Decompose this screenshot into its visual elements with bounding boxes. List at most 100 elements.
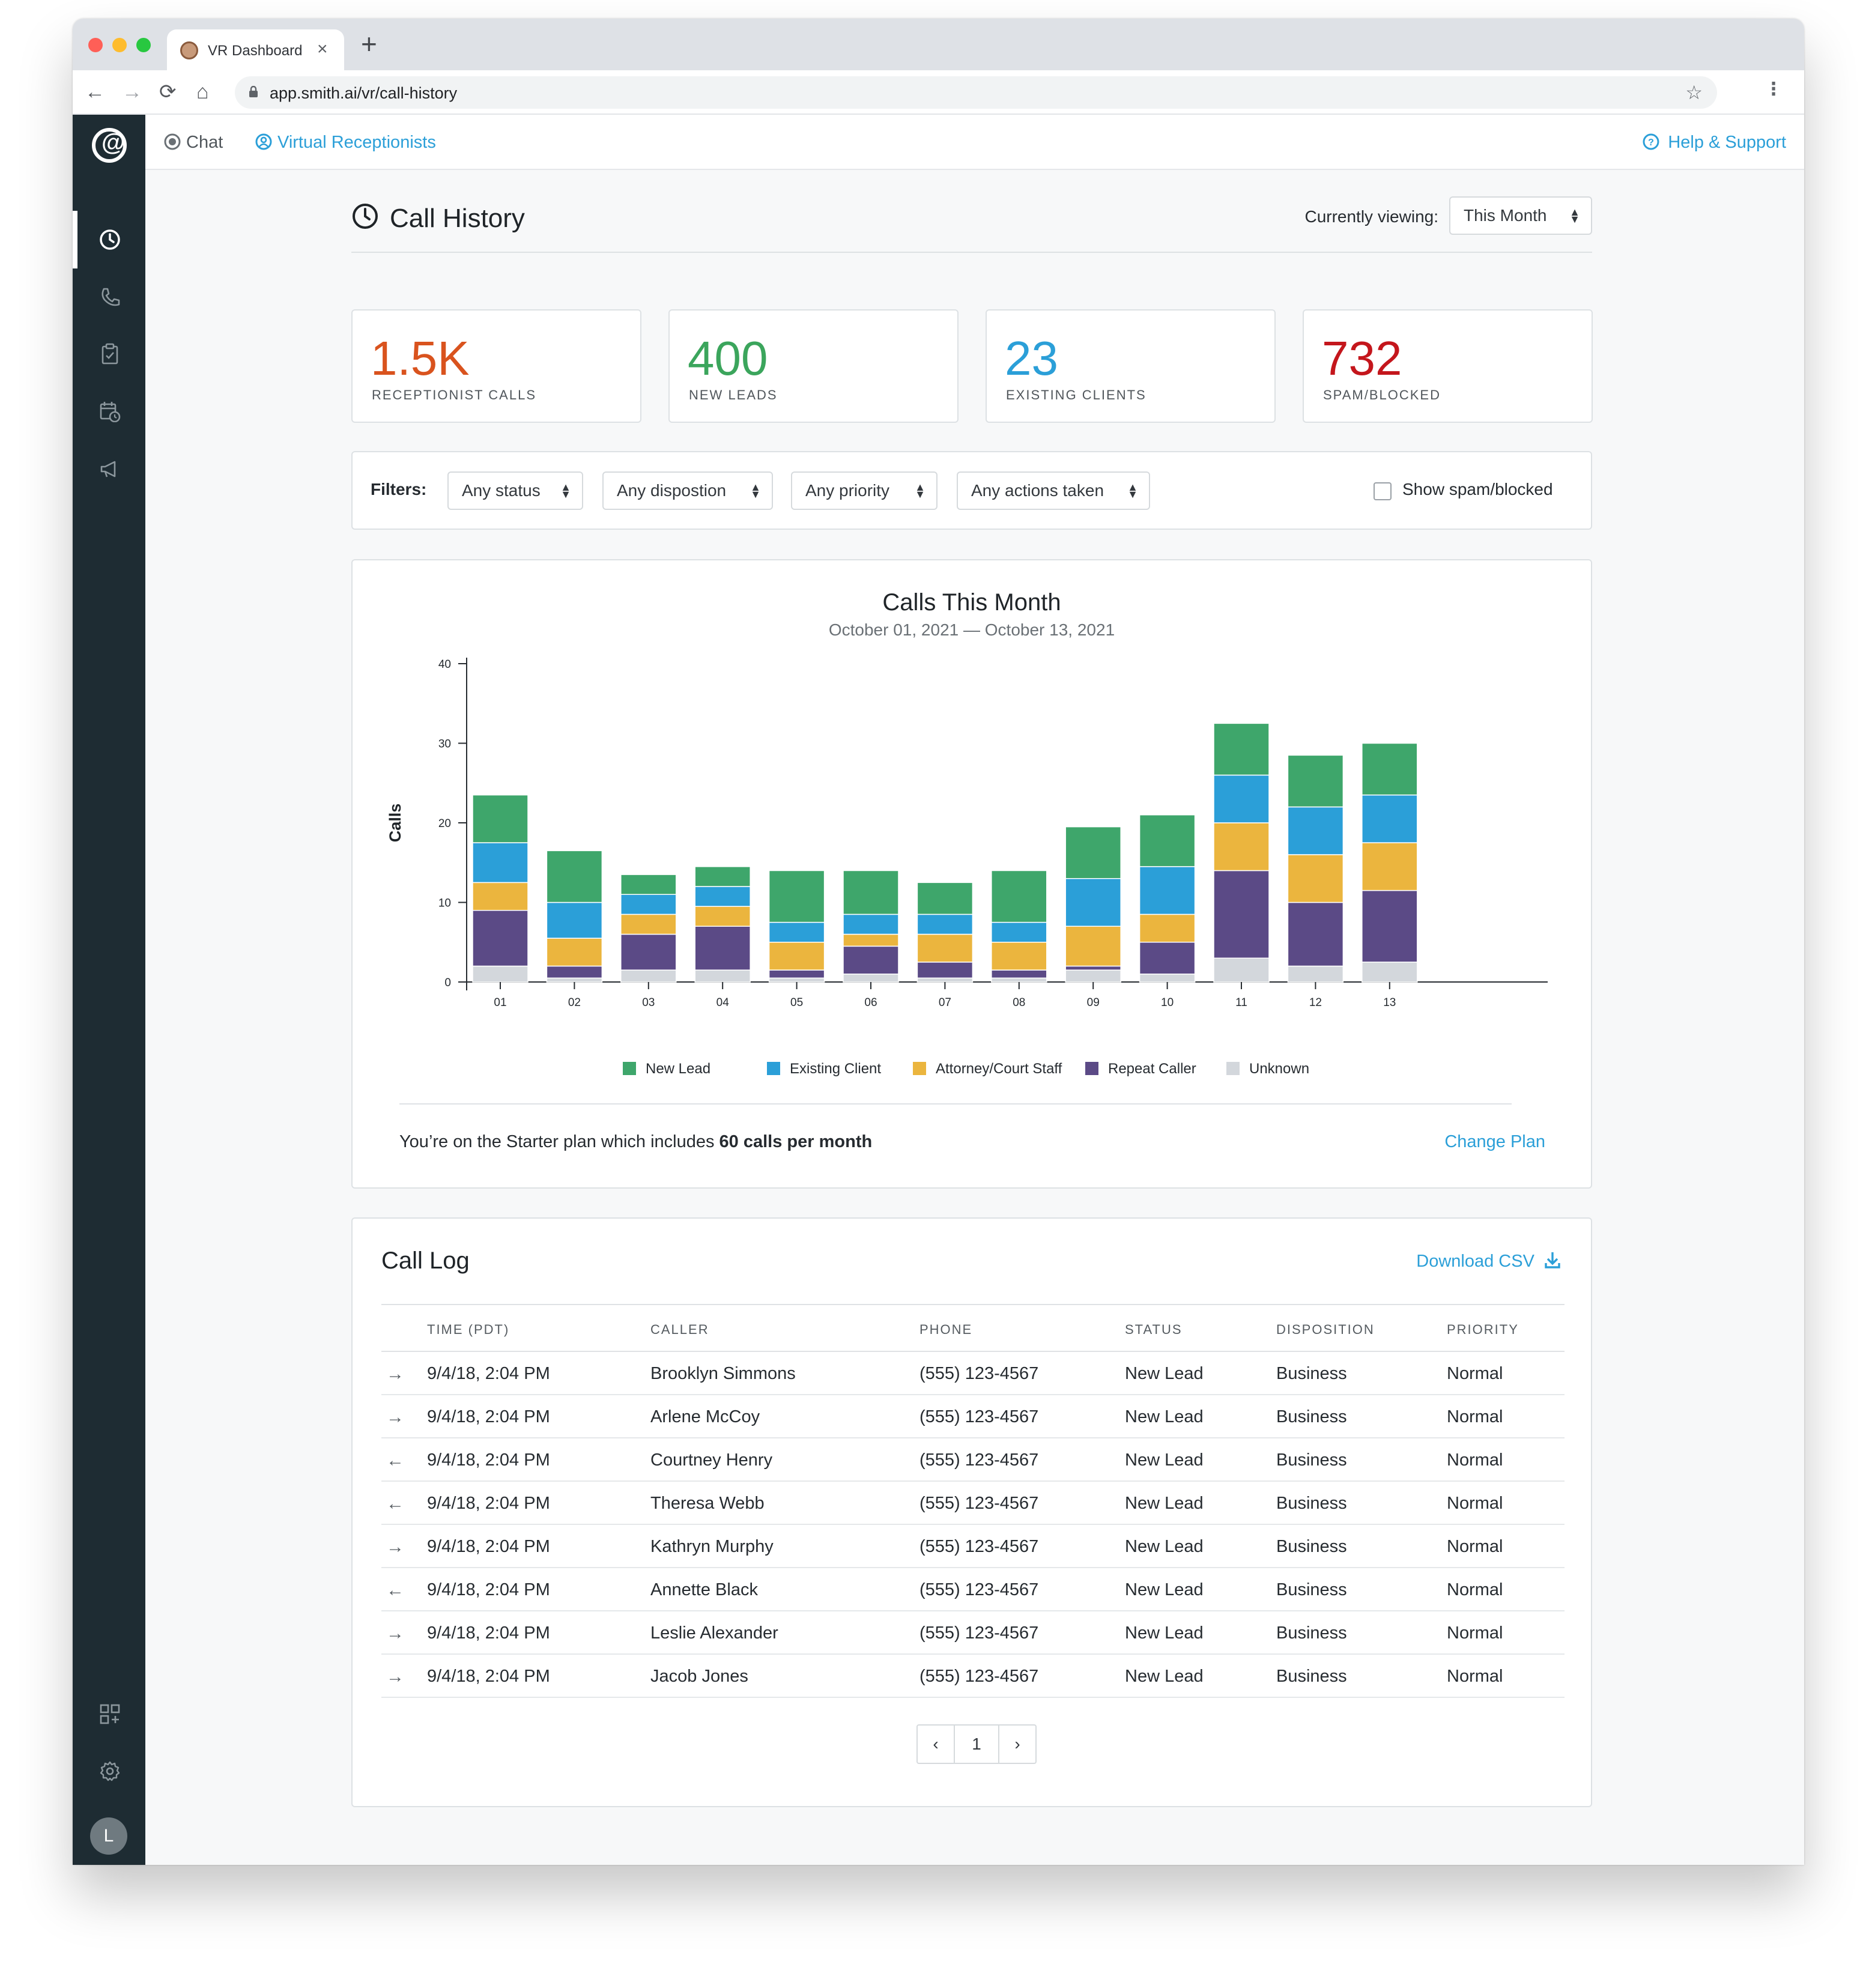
stat-value: 400 xyxy=(688,332,768,385)
filters-bar: Filters: Any status ▲ ▼ Any dispostion ▲ ▼ A… xyxy=(351,451,1592,530)
incoming-arrow-icon: → xyxy=(386,1364,404,1384)
url-text[interactable]: app.smith.ai/vr/call-history xyxy=(270,84,458,102)
nav-virtual-receptionists[interactable]: Virtual Receptionists xyxy=(277,133,436,152)
cell-disposition: Business xyxy=(1276,1623,1347,1643)
incoming-arrow-icon: → xyxy=(386,1407,404,1427)
x-tick-label: 06 xyxy=(864,996,877,1009)
change-plan-link[interactable]: Change Plan xyxy=(1444,1132,1545,1151)
table-row[interactable]: → 9/4/18, 2:04 PM Jacob Jones (555) 123-456… xyxy=(381,1655,1565,1698)
table-row[interactable]: ← 9/4/18, 2:04 PM Annette Black (555) 123-4… xyxy=(381,1568,1565,1611)
svg-text:?: ? xyxy=(1648,138,1654,148)
next-page-button[interactable]: › xyxy=(998,1726,1035,1763)
browser-tab[interactable]: VR Dashboard × xyxy=(167,29,344,70)
table-row[interactable]: → 9/4/18, 2:04 PM Arlene McCoy (555) 123-45… xyxy=(381,1395,1565,1438)
x-tick-label: 10 xyxy=(1161,996,1174,1009)
home-icon[interactable]: ⌂ xyxy=(196,80,209,103)
bar-segment-new-lead xyxy=(916,882,974,915)
page-1-button[interactable]: 1 xyxy=(972,1735,981,1753)
bar-segment-attorney-court-staff xyxy=(620,914,677,935)
nav-chat[interactable]: Chat xyxy=(186,133,223,152)
spam-checkbox[interactable] xyxy=(1374,482,1392,500)
bar-segment-attorney-court-staff xyxy=(1287,854,1344,903)
table-row[interactable]: → 9/4/18, 2:04 PM Kathryn Murphy (555) 123-… xyxy=(381,1525,1565,1568)
bar-segment-attorney-court-staff xyxy=(1065,926,1121,967)
smith-ai-logo[interactable]: @ xyxy=(92,128,127,163)
legend-label: Existing Client xyxy=(790,1061,881,1077)
table-row[interactable]: ← 9/4/18, 2:04 PM Courtney Henry (555) 123-… xyxy=(381,1438,1565,1482)
bar-segment-unknown xyxy=(1139,974,1196,983)
outgoing-arrow-icon: ← xyxy=(386,1450,404,1470)
column-disposition[interactable]: DISPOSITION xyxy=(1276,1322,1375,1337)
cell-priority: Normal xyxy=(1447,1537,1503,1556)
phone-icon[interactable] xyxy=(99,286,121,308)
legend-swatch xyxy=(1226,1062,1240,1075)
spam-checkbox-label[interactable]: Show spam/blocked xyxy=(1402,480,1553,499)
disposition-filter[interactable]: Any dispostion ▲ ▼ xyxy=(602,471,773,510)
stat-existing-clients: 23 EXISTING CLIENTS xyxy=(986,309,1276,423)
column-priority[interactable]: PRIORITY xyxy=(1447,1322,1519,1337)
column-caller[interactable]: CALLER xyxy=(650,1322,709,1337)
app-sidebar: @ L xyxy=(73,115,145,1865)
cell-disposition: Business xyxy=(1276,1580,1347,1599)
column-time[interactable]: TIME (PDT) xyxy=(427,1322,510,1337)
download-csv-link[interactable]: Download CSV xyxy=(1416,1251,1561,1271)
plan-divider xyxy=(399,1103,1512,1105)
prev-page-button[interactable]: ‹ xyxy=(918,1726,955,1763)
cell-priority: Normal xyxy=(1447,1364,1503,1383)
status-filter-value: Any status xyxy=(462,481,541,500)
tab-strip: VR Dashboard × + xyxy=(73,19,1804,70)
cell-status: New Lead xyxy=(1125,1580,1204,1599)
address-bar[interactable]: app.smith.ai/vr/call-history ☆ xyxy=(235,76,1717,109)
bookmark-star-icon[interactable]: ☆ xyxy=(1685,82,1703,103)
help-support-link[interactable]: Help & Support xyxy=(1668,133,1786,152)
reload-icon[interactable]: ⟳ xyxy=(159,80,177,103)
cell-priority: Normal xyxy=(1447,1667,1503,1686)
actions-filter[interactable]: Any actions taken ▲ ▼ xyxy=(957,471,1150,510)
table-row[interactable]: → 9/4/18, 2:04 PM Brooklyn Simmons (555) 12… xyxy=(381,1352,1565,1395)
new-tab-button[interactable]: + xyxy=(361,28,377,59)
bar-segment-unknown xyxy=(1362,962,1418,983)
stat-value: 23 xyxy=(1005,332,1058,385)
period-select[interactable]: This Month ▲ ▼ xyxy=(1449,196,1592,235)
stat-receptionist-calls: 1.5K RECEPTIONIST CALLS xyxy=(351,309,641,423)
status-filter[interactable]: Any status ▲ ▼ xyxy=(447,471,583,510)
megaphone-icon[interactable] xyxy=(99,458,121,480)
call-log-title: Call Log xyxy=(381,1247,470,1274)
bar-segment-existing-client xyxy=(546,902,603,939)
cell-disposition: Business xyxy=(1276,1667,1347,1686)
tab-close-icon[interactable]: × xyxy=(317,39,328,59)
stat-label: NEW LEADS xyxy=(689,387,778,402)
minimize-window-button[interactable] xyxy=(112,38,127,52)
active-indicator xyxy=(73,211,77,268)
apps-icon[interactable] xyxy=(99,1703,121,1725)
priority-filter[interactable]: Any priority ▲ ▼ xyxy=(791,471,938,510)
clipboard-icon[interactable] xyxy=(99,343,121,365)
table-row[interactable]: ← 9/4/18, 2:04 PM Theresa Webb (555) 123-45… xyxy=(381,1482,1565,1525)
table-body: → 9/4/18, 2:04 PM Brooklyn Simmons (555) 12… xyxy=(381,1352,1565,1698)
cell-caller: Courtney Henry xyxy=(650,1450,773,1470)
legend-swatch xyxy=(623,1062,636,1075)
column-phone[interactable]: PHONE xyxy=(919,1322,973,1337)
bar-segment-repeat-caller xyxy=(694,926,751,971)
gear-icon[interactable] xyxy=(99,1760,121,1782)
table-row[interactable]: → 9/4/18, 2:04 PM Leslie Alexander (555) 12… xyxy=(381,1611,1565,1655)
close-window-button[interactable] xyxy=(88,38,103,52)
user-avatar[interactable]: L xyxy=(90,1817,127,1855)
column-status[interactable]: STATUS xyxy=(1125,1322,1183,1337)
maximize-window-button[interactable] xyxy=(136,38,151,52)
plan-info: You’re on the Starter plan which include… xyxy=(399,1132,872,1152)
x-tick-label: 01 xyxy=(494,996,506,1009)
stat-label: EXISTING CLIENTS xyxy=(1006,387,1147,402)
legend-swatch xyxy=(1085,1062,1098,1075)
select-arrows-icon: ▲ ▼ xyxy=(750,481,761,500)
browser-menu-icon[interactable]: ⋮ xyxy=(1764,79,1783,99)
plan-text: You’re on the Starter plan which include… xyxy=(399,1132,719,1151)
bar-segment-unknown xyxy=(1065,969,1121,983)
cell-disposition: Business xyxy=(1276,1494,1347,1513)
calendar-icon[interactable] xyxy=(99,401,121,422)
back-icon[interactable]: ← xyxy=(85,80,105,103)
forward-icon[interactable]: → xyxy=(122,80,142,103)
bar-segment-repeat-caller xyxy=(472,910,529,967)
clock-icon[interactable] xyxy=(99,229,121,250)
x-tick-label: 04 xyxy=(716,996,730,1009)
